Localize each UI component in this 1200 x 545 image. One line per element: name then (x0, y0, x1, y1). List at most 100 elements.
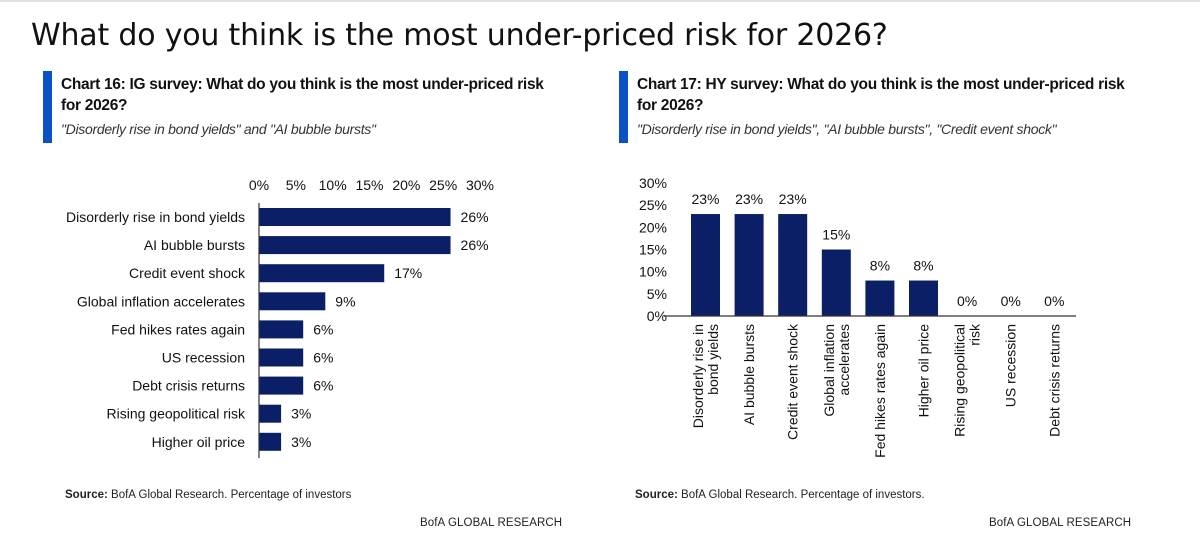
chart-16-accent-bar (43, 71, 52, 143)
chart-17-y-ticks: 0% 5% 10% 15% 20% 25% 30% (639, 175, 667, 324)
x-tick-label: 5% (286, 177, 306, 193)
y-tick-label: 0% (647, 308, 667, 324)
chart-16-source-label: Source: (65, 489, 108, 501)
chart-16-brand: BofA GLOBAL RESEARCH (420, 517, 563, 529)
bar (909, 280, 938, 316)
category-label: Credit event shock (129, 265, 246, 281)
category-label: US recession (1003, 324, 1019, 407)
category-label-line: bond yields (705, 324, 721, 395)
data-label: 23% (779, 191, 807, 207)
chart-16-data-labels: 26%26%17%9%6%6%6%3%3% (291, 209, 488, 450)
category-label: Higher oil price (152, 434, 246, 450)
bar (259, 264, 385, 283)
chart-16-title: Chart 16: IG survey: What do you think i… (61, 76, 544, 114)
chart-17-accent-bar (619, 71, 628, 143)
category-label-line: risk (967, 323, 983, 346)
bar (734, 214, 764, 316)
bar (259, 404, 282, 423)
chart-16-plot: 0% 5% 10% 15% 20% 25% 30% Disorderly rise in b… (66, 177, 494, 458)
x-tick-label: 25% (429, 177, 457, 193)
category-label: Credit event shock (785, 323, 801, 440)
chart-16-x-ticks: 0% 5% 10% 15% 20% 25% 30% (249, 177, 494, 193)
chart-17-source-text: BofA Global Research. Percentage of inve… (681, 489, 925, 501)
top-border (0, 0, 1200, 2)
y-tick-label: 15% (639, 242, 667, 258)
x-tick-label: 10% (319, 177, 347, 193)
category-label-line: accelerates (836, 324, 852, 396)
data-label: 9% (335, 293, 355, 309)
chart-17-data-labels: 23% 23% 23% 15% 8% 8% 0% 0% 0% (691, 191, 1064, 309)
y-tick-label: 30% (639, 175, 667, 191)
data-label: 26% (461, 209, 489, 225)
data-label: 23% (735, 191, 763, 207)
category-label: Fed hikes rates again (872, 324, 888, 458)
bar (821, 249, 851, 316)
bar (259, 320, 304, 339)
chart-17-bars (691, 214, 938, 316)
x-tick-label: 15% (355, 177, 383, 193)
chart-17-category-labels: Disorderly rise in bond yields AI bubble b… (690, 323, 1062, 458)
data-label: 3% (291, 434, 311, 450)
category-label: Rising geopolitical risk (952, 323, 983, 437)
bar (865, 280, 895, 316)
chart-17-brand: BofA GLOBAL RESEARCH (989, 517, 1132, 529)
category-label: Debt crisis returns (1046, 324, 1062, 437)
data-label: 8% (913, 258, 933, 274)
category-label: Fed hikes rates again (111, 321, 245, 337)
category-label-line: AI bubble bursts (741, 324, 757, 425)
chart-16-bars (259, 208, 451, 451)
data-label: 3% (291, 406, 311, 422)
category-label: Disorderly rise in bond yields (690, 324, 721, 428)
category-label: AI bubble bursts (741, 324, 757, 425)
data-label: 6% (313, 321, 333, 337)
bar (778, 214, 808, 316)
category-label-line: Fed hikes rates again (872, 324, 888, 458)
chart-16-source-text: BofA Global Research. Percentage of inve… (111, 489, 352, 501)
bar (259, 208, 451, 226)
chart-17-subtitle: "Disorderly rise in bond yields", "AI bu… (637, 121, 1057, 137)
chart-16-source: Source: BofA Global Research. Percentage… (65, 489, 351, 501)
data-label: 6% (313, 378, 333, 394)
y-tick-label: 5% (647, 286, 667, 302)
bar (259, 376, 304, 395)
x-tick-label: 30% (466, 177, 494, 193)
bar (259, 432, 282, 451)
category-label: Disorderly rise in bond yields (66, 209, 245, 225)
category-label-line: Debt crisis returns (1046, 324, 1062, 437)
chart-16-category-labels: Disorderly rise in bond yields AI bubble … (66, 209, 246, 450)
category-label: Global inflation accelerates (77, 293, 245, 309)
chart-17-source-label: Source: (635, 489, 678, 501)
category-label: Global inflation accelerates (821, 324, 852, 417)
category-label-line: Higher oil price (916, 324, 932, 418)
data-label: 0% (957, 293, 977, 309)
page-title: What do you think is the most under-pric… (31, 18, 888, 53)
y-tick-label: 25% (639, 197, 667, 213)
category-label-line: Global inflation (821, 324, 837, 417)
category-label: Rising geopolitical risk (106, 406, 246, 422)
category-label-line: US recession (1003, 324, 1019, 407)
category-label-line: Credit event shock (785, 323, 801, 440)
bar (259, 236, 451, 255)
data-label: 26% (461, 237, 489, 253)
bar (259, 348, 304, 367)
chart-17-title: Chart 17: HY survey: What do you think i… (637, 76, 1125, 114)
chart-16-subtitle: "Disorderly rise in bond yields" and "AI… (61, 121, 376, 137)
data-label: 0% (1001, 293, 1021, 309)
x-tick-label: 0% (249, 177, 269, 193)
data-label: 6% (313, 350, 333, 366)
data-label: 23% (691, 191, 719, 207)
chart-17-source: Source: BofA Global Research. Percentage… (635, 489, 925, 501)
chart-17-plot: 0%5%10%15%20%25%30% 23% 23% 23%15%8% 8%0% 0%… (639, 175, 1076, 458)
bar (259, 292, 326, 311)
category-label: AI bubble bursts (144, 237, 245, 253)
y-tick-label: 10% (639, 264, 667, 280)
category-label: US recession (162, 350, 245, 366)
data-label: 15% (822, 227, 850, 243)
category-label: Higher oil price (916, 324, 932, 418)
y-tick-label: 20% (639, 219, 667, 235)
data-label: 8% (870, 258, 890, 274)
data-label: 0% (1044, 293, 1064, 309)
category-label-line: Rising geopolitical (952, 324, 968, 437)
x-tick-label: 20% (392, 177, 420, 193)
data-label: 17% (394, 265, 422, 281)
